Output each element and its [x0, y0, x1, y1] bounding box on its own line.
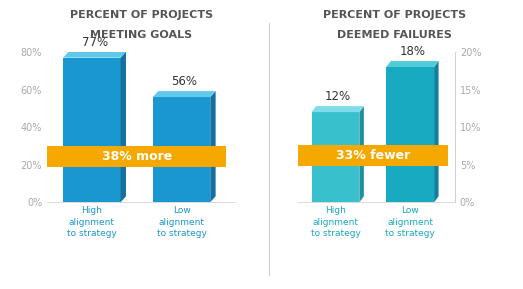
Polygon shape: [434, 61, 439, 202]
Polygon shape: [121, 52, 126, 202]
Polygon shape: [359, 106, 364, 202]
Polygon shape: [312, 112, 359, 202]
Text: 38% more: 38% more: [101, 150, 172, 163]
Polygon shape: [43, 166, 47, 170]
FancyBboxPatch shape: [47, 146, 226, 166]
Text: 56%: 56%: [171, 75, 197, 88]
Polygon shape: [226, 166, 234, 170]
Text: PERCENT OF PROJECTS: PERCENT OF PROJECTS: [70, 10, 213, 20]
Polygon shape: [295, 166, 298, 170]
Polygon shape: [386, 61, 439, 67]
Polygon shape: [210, 91, 215, 202]
Polygon shape: [63, 58, 121, 202]
Polygon shape: [386, 67, 434, 202]
Text: DEEMED FAILURES: DEEMED FAILURES: [337, 30, 452, 40]
Text: 18%: 18%: [400, 45, 425, 58]
Polygon shape: [448, 166, 453, 170]
Polygon shape: [153, 97, 210, 202]
Text: 12%: 12%: [325, 90, 351, 103]
FancyBboxPatch shape: [298, 145, 448, 166]
Polygon shape: [312, 106, 364, 112]
Text: MEETING GOALS: MEETING GOALS: [90, 30, 192, 40]
Text: 77%: 77%: [82, 36, 108, 49]
Text: 33% fewer: 33% fewer: [336, 149, 410, 162]
Text: PERCENT OF PROJECTS: PERCENT OF PROJECTS: [323, 10, 467, 20]
Polygon shape: [63, 52, 126, 58]
Polygon shape: [153, 91, 215, 97]
